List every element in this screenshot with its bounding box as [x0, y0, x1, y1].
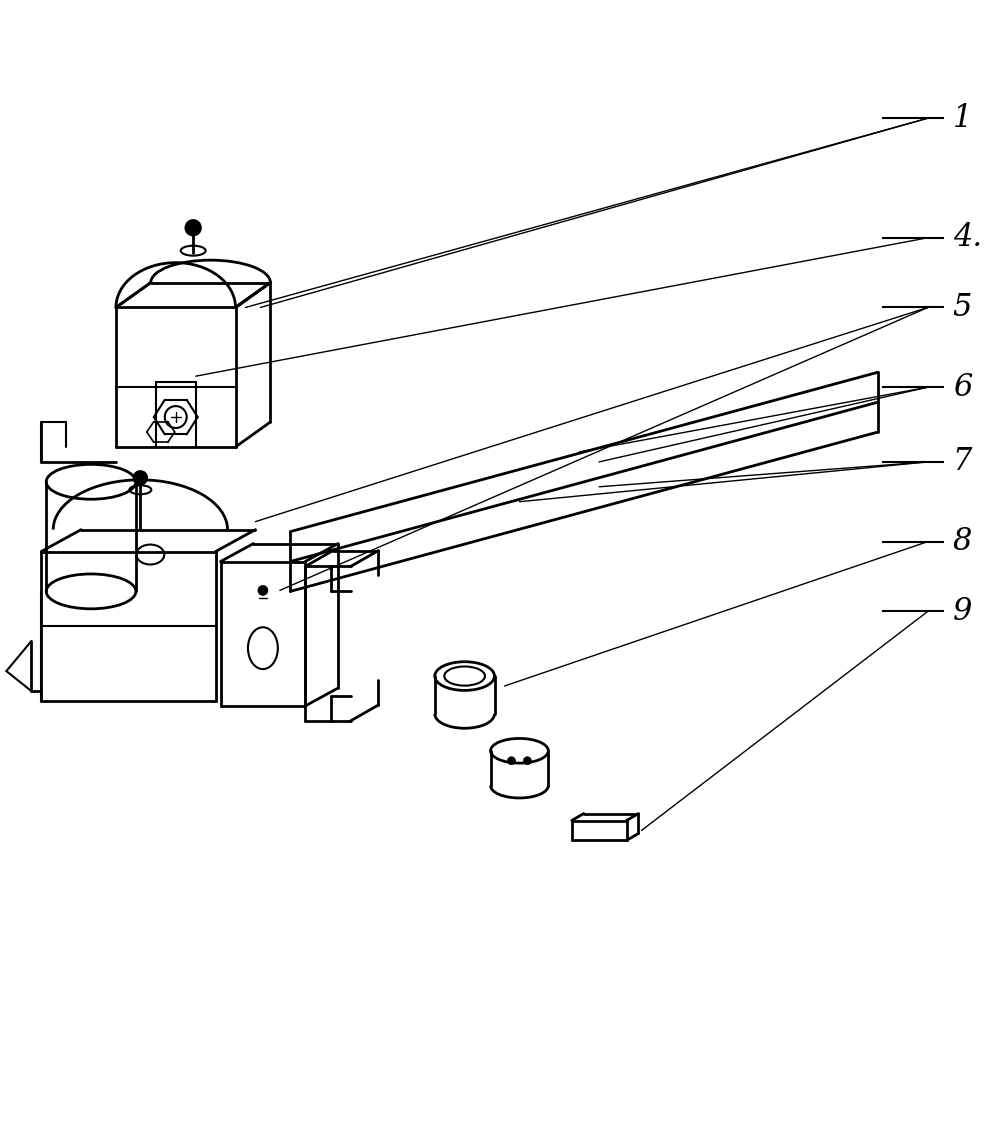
- Circle shape: [185, 220, 201, 236]
- Text: 4.: 4.: [953, 222, 982, 253]
- Text: 6: 6: [953, 372, 972, 403]
- Circle shape: [507, 757, 515, 765]
- Text: 7: 7: [953, 446, 972, 477]
- Text: 9: 9: [953, 596, 972, 627]
- Text: 1: 1: [953, 102, 972, 134]
- Circle shape: [258, 585, 268, 595]
- Text: 8: 8: [953, 526, 972, 557]
- Circle shape: [134, 471, 147, 485]
- Text: 5: 5: [953, 292, 972, 323]
- Circle shape: [523, 757, 531, 765]
